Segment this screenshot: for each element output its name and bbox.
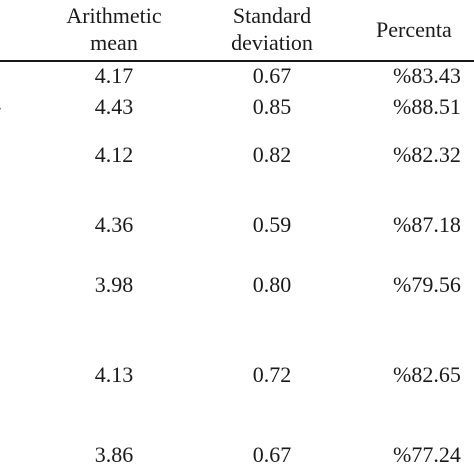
cell-mean: 4.17 [94, 63, 134, 88]
cell-mean: 4.12 [94, 142, 134, 167]
cell-sd: 0.72 [252, 362, 292, 387]
row-stub-fragment-1: - [0, 94, 1, 120]
cell-sd: 0.82 [252, 142, 292, 167]
header-mean-line-1: Arithmetic [66, 3, 162, 28]
cell-sd: 0.59 [252, 212, 292, 237]
cell-sd: 0.85 [252, 94, 292, 119]
cell-percentage: %79.56 [393, 272, 461, 297]
cell-percentage: %87.18 [393, 212, 461, 237]
header-percentage: Percenta [376, 16, 452, 43]
header-standard-deviation: Standard deviation [222, 2, 322, 56]
cell-percentage: %88.51 [393, 94, 461, 119]
cell-percentage: %83.43 [393, 63, 461, 88]
cell-percentage: %82.65 [393, 362, 461, 387]
header-mean-line-2: mean [90, 30, 138, 55]
cell-mean: 4.13 [94, 362, 134, 387]
header-arithmetic-mean: Arithmetic mean [64, 2, 164, 56]
cell-mean: 4.43 [94, 94, 134, 119]
header-percentage-label: Percenta [376, 17, 452, 42]
header-sd-line-2: deviation [231, 30, 313, 55]
cell-mean: 3.98 [94, 272, 134, 297]
header-sd-line-1: Standard [232, 3, 312, 28]
cell-mean: 3.86 [94, 442, 134, 467]
cell-mean: 4.36 [94, 212, 134, 237]
cell-sd: 0.80 [252, 272, 292, 297]
header-divider [0, 60, 474, 62]
cell-sd: 0.67 [252, 442, 292, 467]
cell-percentage: %82.32 [393, 142, 461, 167]
cell-sd: 0.67 [252, 63, 292, 88]
cell-percentage: %77.24 [393, 442, 461, 467]
